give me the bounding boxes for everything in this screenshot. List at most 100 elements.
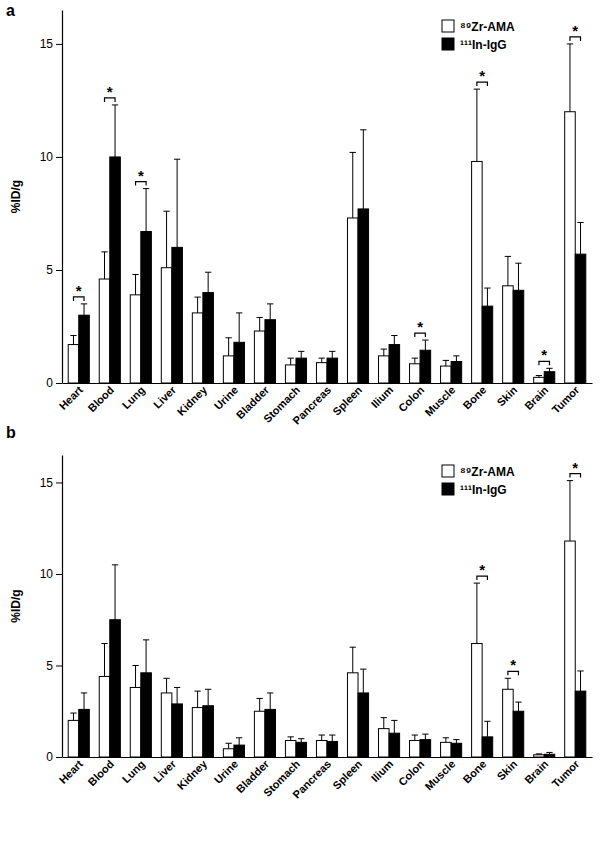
bar [254, 711, 265, 757]
error-bar [205, 272, 211, 292]
x-tick-label: Liver [151, 757, 179, 785]
x-tick-label: Muscle [423, 758, 458, 793]
x-tick-label: Lung [120, 384, 147, 411]
error-bar [288, 737, 294, 741]
x-tick-label: Urine [212, 384, 240, 412]
bar [161, 693, 172, 757]
x-tick: Spleen [330, 383, 364, 417]
error-bar [577, 222, 583, 254]
panel: a%ID/g051015HeartBloodLungLiverKidneyUri… [6, 2, 593, 427]
error-bar [329, 735, 335, 741]
error-bar [412, 735, 418, 740]
plot-area [68, 481, 586, 757]
error-bar [391, 336, 397, 345]
error-bar [256, 317, 262, 331]
significance-label: * [479, 561, 485, 578]
y-axis-title: %ID/g [9, 180, 23, 213]
x-tick-label: Pancreas [290, 758, 333, 801]
bar [358, 693, 369, 757]
legend-item: ¹¹¹In-IgG [442, 38, 507, 52]
bar [420, 350, 431, 383]
y-tick-label: 0 [46, 376, 53, 390]
error-bar [101, 252, 107, 279]
error-bar [474, 583, 480, 643]
legend: ⁸⁹Zr-AMA ¹¹¹In-IgG [442, 465, 515, 497]
bar [68, 345, 79, 383]
x-tick: Urine [212, 758, 240, 786]
error-bar [267, 693, 273, 709]
y-tick-mark [56, 157, 62, 158]
bar [172, 247, 183, 383]
y-tick-mark [56, 482, 62, 483]
error-bar [484, 721, 490, 737]
legend-label: ⁸⁹Zr-AMA [460, 20, 515, 34]
error-bar [70, 713, 76, 720]
x-tick: Skin [495, 757, 520, 782]
error-bar [236, 738, 242, 745]
x-tick-label: Spleen [330, 757, 364, 791]
x-tick: Kidney [175, 383, 210, 418]
x-tick-label: Pancreas [290, 384, 333, 427]
error-bar [132, 274, 138, 294]
error-bar [174, 687, 180, 703]
x-tick-label: Kidney [175, 757, 210, 792]
bar [79, 709, 90, 757]
error-bar [505, 256, 511, 285]
x-tick-label: Brain [522, 383, 551, 412]
y-tick-mark [56, 574, 62, 575]
y-tick-label: 5 [46, 263, 53, 277]
bar [451, 743, 462, 757]
error-bar [329, 351, 335, 358]
bar [513, 711, 524, 757]
x-tick: Lung [120, 384, 147, 411]
y-axis: 051015 [40, 456, 63, 765]
error-bar [225, 743, 231, 748]
bar [482, 737, 493, 757]
bar [130, 295, 141, 383]
significance-label: * [541, 346, 547, 363]
bar [203, 293, 214, 383]
legend-item: ⁸⁹Zr-AMA [442, 465, 515, 479]
error-bar [163, 211, 169, 268]
significance-label: * [510, 656, 516, 673]
bar [234, 342, 245, 383]
error-bar [453, 356, 459, 362]
significance-label: * [107, 83, 113, 100]
x-tick: Blood [86, 758, 117, 789]
x-tick: Bone [460, 758, 488, 786]
x-tick: Spleen [330, 757, 364, 791]
significance-label: * [572, 22, 578, 39]
y-tick: 15 [40, 476, 62, 490]
error-bar [174, 159, 180, 247]
bar [316, 741, 327, 757]
legend: ⁸⁹Zr-AMA ¹¹¹In-IgG [442, 20, 515, 52]
x-axis-line [63, 757, 593, 758]
error-bar [236, 313, 242, 342]
y-axis-line [62, 11, 63, 384]
bar [172, 704, 183, 757]
bar [161, 268, 172, 383]
bar [441, 366, 452, 383]
bar [141, 232, 152, 383]
error-bar [546, 368, 552, 371]
y-tick: 10 [40, 567, 62, 581]
error-bar [101, 644, 107, 677]
legend-swatch [442, 38, 454, 50]
legend-label: ¹¹¹In-IgG [460, 483, 507, 497]
error-bar [288, 358, 294, 365]
x-tick: Urine [212, 384, 240, 412]
x-tick-label: Kidney [175, 383, 210, 418]
error-bar [567, 481, 573, 541]
y-tick-label: 5 [46, 659, 53, 673]
y-tick: 0 [46, 376, 62, 390]
bar [99, 279, 110, 383]
series [68, 481, 575, 757]
error-bar [412, 358, 418, 364]
bar [99, 676, 110, 757]
y-tick-mark [56, 44, 62, 45]
bar [203, 706, 214, 757]
bar [265, 709, 276, 757]
error-bar [536, 376, 542, 378]
error-bar [567, 44, 573, 112]
error-bar [298, 739, 304, 743]
